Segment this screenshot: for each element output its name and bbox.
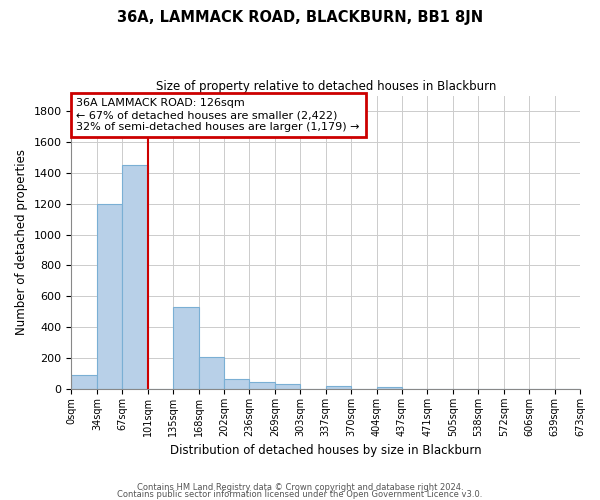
Text: Contains HM Land Registry data © Crown copyright and database right 2024.: Contains HM Land Registry data © Crown c… (137, 484, 463, 492)
Bar (71, 375, 97, 389)
Text: Contains public sector information licensed under the Open Government Licence v3: Contains public sector information licen… (118, 490, 482, 499)
Bar (224, 379, 250, 389)
Bar (250, 382, 275, 389)
X-axis label: Distribution of detached houses by size in Blackburn: Distribution of detached houses by size … (170, 444, 482, 458)
Bar (326, 386, 351, 389)
Bar (122, 165, 148, 389)
Bar (377, 388, 402, 389)
Bar (173, 307, 199, 389)
Bar (97, 204, 122, 389)
Bar (199, 358, 224, 389)
Title: Size of property relative to detached houses in Blackburn: Size of property relative to detached ho… (155, 80, 496, 93)
Text: 36A LAMMACK ROAD: 126sqm
← 67% of detached houses are smaller (2,422)
32% of sem: 36A LAMMACK ROAD: 126sqm ← 67% of detach… (76, 98, 360, 132)
Y-axis label: Number of detached properties: Number of detached properties (15, 150, 28, 336)
Bar (275, 384, 300, 389)
Text: 36A, LAMMACK ROAD, BLACKBURN, BB1 8JN: 36A, LAMMACK ROAD, BLACKBURN, BB1 8JN (117, 10, 483, 25)
